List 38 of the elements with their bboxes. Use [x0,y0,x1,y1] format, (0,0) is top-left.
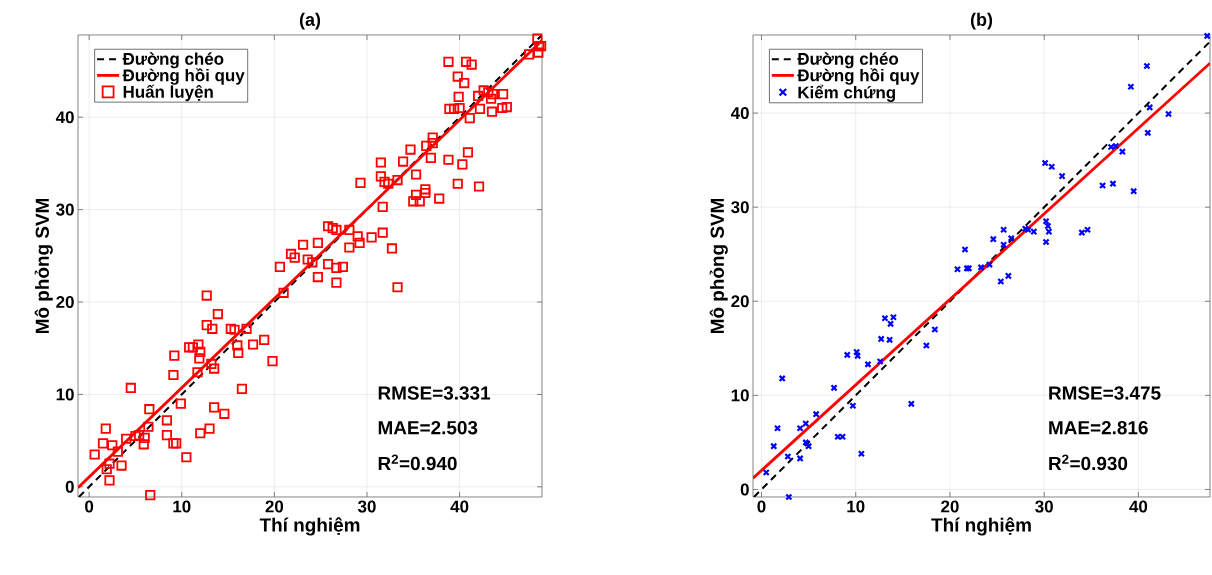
y-tick-label: 0 [740,483,749,496]
x-tick-label: 40 [450,500,469,513]
annotation: R$^{2}$=0.940 [378,454,457,471]
x-tick-label: 30 [357,500,376,513]
annotation: MAE=2.816 [1049,420,1148,435]
y-tick-label: 30 [56,203,74,216]
y-tick-label: 10 [56,388,74,401]
x-tick-label: 10 [847,500,865,513]
chart-title: (a) [299,12,321,30]
x-axis-title: Thí nghiệm [259,517,360,536]
y-tick-label: 20 [56,296,74,309]
y-tick-label: 40 [55,111,74,124]
legend-label: Đường hồi quy [797,68,920,85]
legend-label: Huấn luyện [123,84,213,102]
legend-label: Đường chéo [122,52,224,69]
x-tick-label: 0 [85,500,94,513]
y-tick-label: 10 [731,389,749,402]
x-tick-label: 20 [941,500,959,513]
legend-label: Kiểm chứng [798,84,896,102]
y-tick-label: 40 [730,107,749,120]
x-axis-title: Thí nghiệm [931,517,1031,536]
legend-label: Đường chéo [797,52,899,69]
x-tick-label: 0 [757,500,766,513]
chart-title: (b) [970,12,993,30]
legend-label: Đường hồi quy [122,68,245,85]
annotation: RMSE=3.331 [378,386,491,400]
x-tick-label: 40 [1129,500,1148,513]
y-tick-label: 20 [731,295,749,308]
y-axis-title: Mô phỏng SVM [34,198,53,334]
annotation: R$^{2}$=0.930 [1049,454,1128,471]
annotation: RMSE=3.475 [1049,386,1161,400]
x-tick-label: 10 [173,500,191,513]
annotation: MAE=2.503 [378,420,478,435]
x-tick-label: 30 [1035,500,1053,513]
y-tick-label: 0 [65,480,74,493]
y-axis-title: Mô phỏng SVM [709,198,728,334]
x-tick-label: 20 [265,500,284,513]
y-tick-label: 30 [731,201,749,214]
